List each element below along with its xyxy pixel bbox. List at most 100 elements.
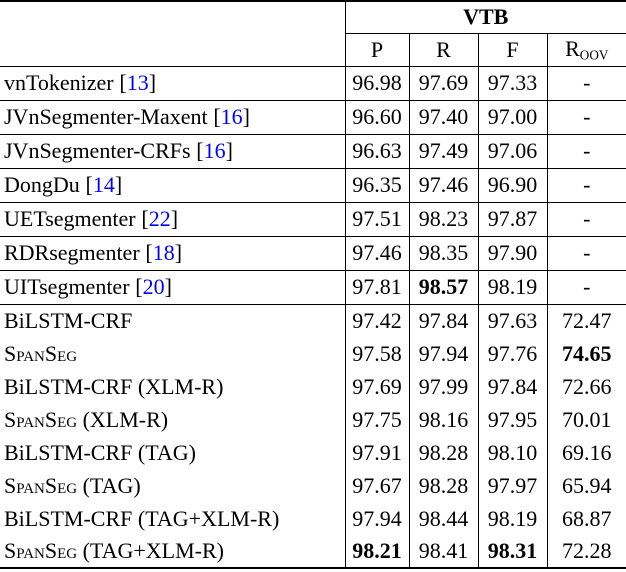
table-row: JVnSegmenter-CRFs [16] 96.63 97.49 97.06- [0, 134, 626, 169]
metric-cell: 97.49 [409, 134, 479, 169]
metric-cell: 69.16 [562, 439, 612, 465]
metric-cell: 98.23 [409, 202, 479, 237]
metric-cell: 98.57 [409, 270, 479, 305]
metric-cell: 98.16 [409, 403, 479, 436]
citation-bracket-open: [ [196, 138, 204, 163]
metric-cell: 96.60 [345, 100, 410, 135]
method-name: JVnSegmenter-CRFs [4, 138, 191, 163]
method-name: BiLSTM-CRF (TAG+XLM-R) [4, 505, 280, 531]
metric-cell: 98.31 [478, 535, 548, 568]
metric-cell: 97.33 [478, 66, 548, 101]
method-cell: RDRsegmenter [18] [0, 236, 346, 271]
citation-bracket-close: ] [174, 240, 183, 265]
table-row: UITsegmenter [20] 97.81 98.57 98.19- [0, 270, 626, 305]
column-header-f: F [478, 33, 548, 67]
metric-cell: - [547, 236, 626, 271]
metric-cell: 97.46 [409, 168, 479, 203]
citation-link[interactable]: 18 [152, 240, 175, 265]
table-row: BiLSTM-CRF (TAG+XLM-R) 97.94 98.44 98.19 68.… [0, 502, 626, 535]
citation-bracket-open: [ [135, 274, 143, 299]
metric-cell: 97.84 [409, 304, 479, 337]
group-header-vtb: VTB [345, 1, 626, 34]
metric-cell: 96.98 [345, 66, 410, 101]
metric-cell: 98.41 [409, 535, 479, 568]
citation-bracket-close: ] [148, 70, 157, 95]
citation-bracket-open: [ [213, 104, 221, 129]
metric-cell: 98.44 [409, 502, 479, 535]
table-row: BiLSTM-CRF (XLM-R) 97.69 97.99 97.84 72.66 [0, 370, 626, 403]
corner-empty-cell [0, 1, 346, 67]
metric-cell: 97.63 [478, 304, 548, 337]
metric-cell: 98.35 [409, 236, 479, 271]
metric-cell: - [547, 168, 626, 203]
citation-link[interactable]: 20 [142, 274, 165, 299]
metric-cell: 97.00 [478, 100, 548, 135]
method-name: UITsegmenter [4, 274, 130, 299]
column-header-r: R [409, 33, 479, 67]
column-header-row: P R F ROOV [0, 33, 626, 67]
method-cell: SpanSeg (TAG) [0, 469, 346, 502]
metric-cell: 97.99 [409, 370, 479, 403]
table-row: SpanSeg (XLM-R) 97.75 98.16 97.95 70.01 [0, 403, 626, 436]
metric-cell: 98.19 [478, 270, 548, 305]
method-cell: vnTokenizer [13] [0, 66, 346, 101]
method-cell: SpanSeg [0, 337, 346, 370]
metric-cell: - [547, 100, 626, 135]
table-row: UETsegmenter [22] 97.51 98.23 97.87- [0, 202, 626, 237]
table-row: BiLSTM-CRF 97.42 97.84 97.63 72.47 [0, 304, 626, 337]
metric-cell: 72.28 [562, 538, 612, 563]
citation-link[interactable]: 16 [220, 104, 243, 129]
method-cell: UITsegmenter [20] [0, 270, 346, 305]
metric-cell: 65.94 [562, 472, 612, 498]
method-cell: BiLSTM-CRF (TAG) [0, 436, 346, 469]
metric-cell: 74.65 [562, 340, 612, 366]
method-name: JVnSegmenter-Maxent [4, 104, 208, 129]
metric-cell: 97.94 [409, 337, 479, 370]
method-name: SpanSeg [4, 340, 78, 366]
citation-bracket-close: ] [242, 104, 250, 129]
metric-cell: - [547, 202, 626, 237]
citation-link[interactable]: 14 [92, 172, 115, 197]
method-cell: JVnSegmenter-CRFs [16] [0, 134, 346, 169]
method-name: vnTokenizer [4, 70, 114, 95]
metric-cell: 97.76 [478, 337, 548, 370]
table-row: vnTokenizer [13] 96.98 97.69 97.33- [0, 66, 626, 101]
table-row: BiLSTM-CRF (TAG) 97.91 98.28 98.10 69.16 [0, 436, 626, 469]
metric-cell: 97.81 [345, 270, 410, 305]
metric-cell: - [547, 134, 626, 169]
metric-cell: 72.47 [562, 307, 612, 333]
metric-cell: 97.95 [478, 403, 548, 436]
metric-cell: 98.28 [409, 436, 479, 469]
method-cell: SpanSeg (XLM-R) [0, 403, 346, 436]
metric-cell: 98.28 [409, 469, 479, 502]
method-cell: UETsegmenter [22] [0, 202, 346, 237]
method-cell: SpanSeg (TAG+XLM-R) [0, 535, 346, 568]
metric-cell: 97.67 [345, 469, 410, 502]
method-name: BiLSTM-CRF [4, 307, 133, 333]
table-row: SpanSeg 97.58 97.94 97.76 74.65 [0, 337, 626, 370]
metric-cell: - [547, 66, 626, 101]
table-row: SpanSeg (TAG+XLM-R) 98.21 98.41 98.31 72.28 [0, 535, 626, 568]
citation-link[interactable]: 16 [203, 138, 226, 163]
method-cell: JVnSegmenter-Maxent [16] [0, 100, 346, 135]
method-name: DongDu [4, 172, 80, 197]
metric-cell: 97.90 [478, 236, 548, 271]
metric-cell: 97.69 [409, 66, 479, 101]
citation-bracket-close: ] [170, 206, 179, 231]
metric-cell: 97.42 [345, 304, 410, 337]
metric-cell: 72.66 [562, 373, 612, 399]
citation-link[interactable]: 13 [126, 70, 149, 95]
metric-cell: 70.01 [562, 406, 612, 432]
method-name: RDRsegmenter [4, 240, 140, 265]
citation-bracket-close: ] [114, 172, 123, 197]
citation-link[interactable]: 22 [148, 206, 171, 231]
metric-cell: 97.87 [478, 202, 548, 237]
metric-cell: 96.63 [345, 134, 410, 169]
roov-subscript: OOV [579, 47, 609, 63]
citation-bracket-open: [ [145, 240, 153, 265]
metric-cell: 98.21 [345, 535, 410, 568]
method-name: SpanSeg (TAG) [4, 472, 141, 498]
method-cell: BiLSTM-CRF [0, 304, 346, 337]
